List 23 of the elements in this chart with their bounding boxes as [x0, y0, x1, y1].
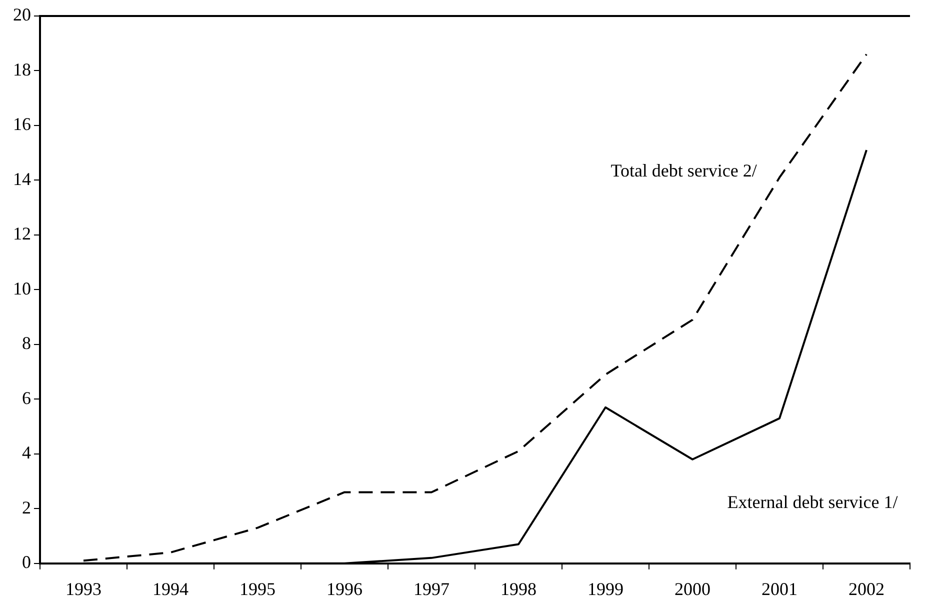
y-tick-label: 6	[22, 388, 31, 408]
y-tick-label: 20	[13, 4, 31, 25]
y-tick-label: 4	[22, 442, 31, 463]
text: External debt service 1/	[727, 492, 898, 512]
series-label: Total debt service 2/	[610, 160, 757, 181]
y-tick-label: 14	[13, 168, 31, 189]
y-tick-label: 12	[13, 224, 31, 244]
y-tick-label: 2	[22, 497, 31, 518]
y-tick-label: 8	[22, 333, 31, 354]
x-tick-label: 1995	[240, 578, 276, 599]
x-tick-label: 2002	[848, 578, 884, 599]
x-tick-label: 1993	[66, 578, 102, 599]
x-tick-label: 1994	[152, 578, 188, 599]
x-tick-label: 1996	[326, 578, 362, 599]
x-tick-label: 1999	[588, 578, 624, 599]
y-tick-label: 18	[13, 59, 31, 80]
y-tick-label: 0	[22, 552, 31, 572]
x-tick-label: 2000	[674, 578, 710, 599]
x-tick-label: 1997	[414, 578, 450, 599]
x-tick-label: 2001	[762, 578, 798, 599]
y-tick-label: 16	[13, 114, 31, 134]
x-tick-label: 1998	[500, 578, 536, 599]
y-tick-label: 10	[13, 278, 31, 298]
